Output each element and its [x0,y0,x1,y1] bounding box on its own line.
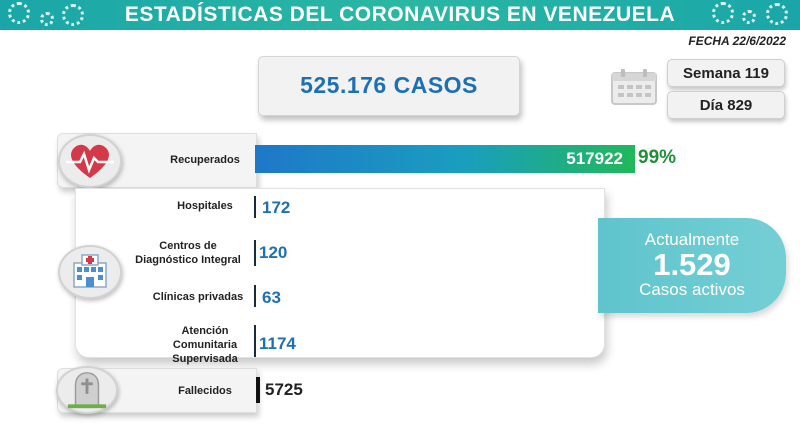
recovered-icon-circle [58,134,122,188]
bar-acs [254,325,256,357]
value-acs: 1174 [259,334,296,353]
label-line: Fallecidos [178,385,232,397]
bar-hospitales [254,196,256,218]
calendar-icon [611,69,657,105]
total-cases-label: 525.176 CASOS [300,72,478,98]
active-cases-value: 1.529 [653,247,731,282]
bar-fallecidos [256,377,260,403]
virus-icon [62,4,84,26]
total-cases-box: 525.176 CASOS [258,56,520,116]
hospital-icon-circle [58,245,122,299]
page-title: ESTADÍSTICAS DEL CORONAVIRUS EN VENEZUEL… [124,3,676,26]
label-line: Diagnóstico Integral [135,254,241,266]
value-cdi: 120 [259,243,288,262]
label-line: Comunitaria [172,339,238,351]
recovered-percent: 99% [638,147,677,168]
bar-clinicas [254,285,256,307]
week-badge: Semana 119 [667,59,785,87]
day-badge: Día 829 [667,91,785,119]
heart-pulse-icon [66,144,114,178]
label-cdi: Centros de Diagnóstico Integral [118,239,258,267]
tombstone-icon [67,372,107,409]
virus-icon [766,3,788,25]
label-line: Recuperados [170,154,240,166]
virus-icon [712,2,734,24]
label-line: Supervisada [172,353,238,365]
header-banner: ESTADÍSTICAS DEL CORONAVIRUS EN VENEZUEL… [0,0,800,30]
virus-icon [742,10,756,24]
label-line: Clínicas privadas [152,291,244,303]
deaths-icon-circle [56,366,118,414]
label-recuperados: Recuperados [150,153,260,167]
active-cases-box: Actualmente 1.529 Casos activos [598,218,786,313]
virus-icon [40,12,54,26]
value-recuperados: 517922 [566,149,623,168]
value-fallecidos: 5725 [265,380,303,399]
report-date: FECHA 22/6/2022 [688,34,786,48]
active-cases-caption: Actualmente [644,230,740,249]
value-clinicas: 63 [262,288,281,307]
label-acs: Atención Comunitaria Supervisada [150,324,260,366]
bar-recuperados: 517922 [255,145,635,173]
label-clinicas: Clínicas privadas [138,290,258,304]
hospital-icon [73,254,107,288]
value-hospitales: 172 [262,198,291,217]
label-fallecidos: Fallecidos [150,384,260,398]
label-line: Atención [181,325,229,337]
label-hospitales: Hospitales [150,199,260,213]
hospitalization-panel [75,188,605,358]
label-line: Hospitales [177,200,233,212]
active-cases-label: Casos activos [639,280,745,299]
bar-cdi [254,240,256,266]
virus-icon [8,2,30,24]
label-line: Centros de [159,240,217,252]
